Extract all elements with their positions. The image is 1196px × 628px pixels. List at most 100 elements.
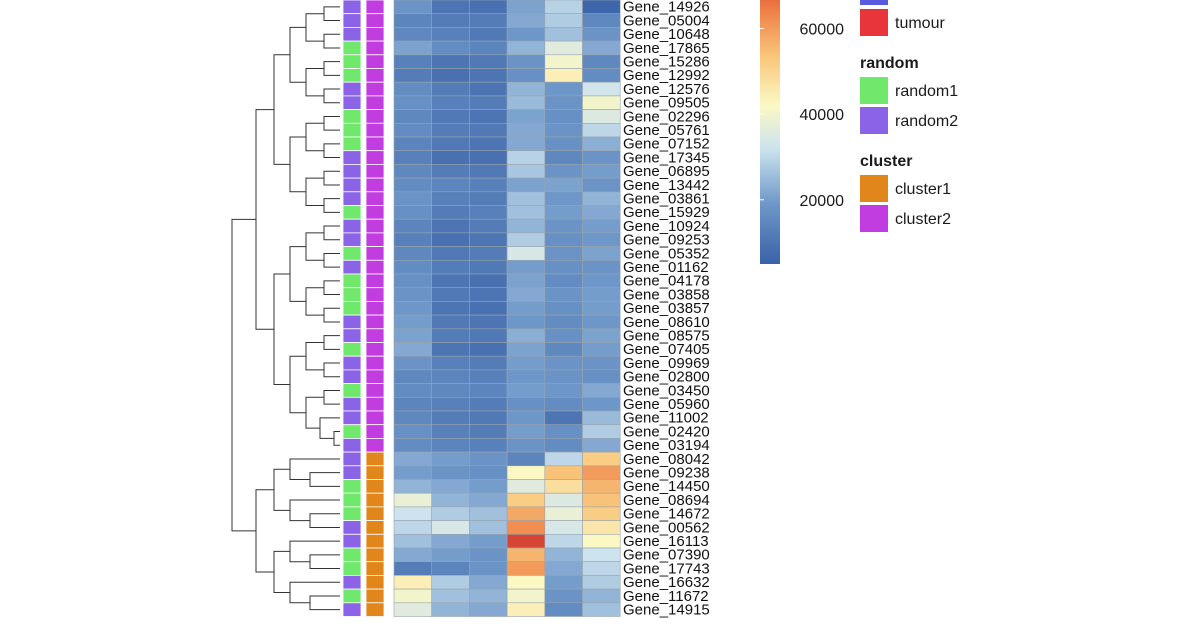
dendrogram-branch: [309, 554, 340, 570]
heatmap-cell: [431, 410, 470, 425]
heatmap-cell: [506, 465, 546, 480]
heatmap-cell: [431, 191, 470, 206]
heatmap-cell: [469, 232, 508, 247]
dendrogram-branch: [305, 342, 324, 371]
random-annotation-cell: [342, 150, 362, 165]
dendrogram-branch: [289, 540, 340, 563]
heatmap-cell: [544, 383, 583, 398]
gene-label: Gene_08575: [623, 328, 710, 345]
gene-label: Gene_03857: [623, 300, 710, 317]
heatmap-cell: [469, 54, 508, 69]
heatmap-cell: [469, 451, 508, 467]
heatmap-cell: [431, 533, 470, 549]
heatmap-cell: [469, 68, 508, 83]
cluster-annotation-cell: [365, 506, 385, 521]
dendrogram-branch: [323, 335, 340, 350]
random-annotation-cell: [342, 246, 362, 261]
heatmap-cell: [544, 328, 583, 343]
heatmap-cell: [393, 396, 433, 412]
heatmap-cell: [469, 205, 508, 220]
heatmap-cell: [431, 588, 470, 604]
heatmap-cell: [582, 13, 621, 28]
heatmap-cell: [393, 451, 433, 467]
gene-label: Gene_08042: [623, 451, 710, 468]
legend-title: cluster: [860, 153, 912, 170]
heatmap-cell: [544, 301, 583, 316]
heatmap-cell: [582, 520, 621, 535]
heatmap-cell: [506, 328, 546, 343]
heatmap-cell: [469, 123, 508, 138]
heatmap-cell: [582, 602, 621, 617]
heatmap-cell: [582, 27, 621, 42]
heatmap-cell: [582, 533, 621, 549]
heatmap-cell: [582, 81, 621, 97]
heatmap-cell: [469, 177, 508, 193]
heatmap-cell: [506, 109, 546, 124]
heatmap-cell: [544, 164, 583, 179]
heatmap-cell: [544, 218, 583, 234]
random-annotation-column: [342, 0, 362, 617]
random-annotation-cell: [342, 465, 362, 480]
heatmap-cell: [431, 396, 470, 412]
heatmap-cell: [506, 588, 546, 604]
heatmap-cell: [431, 27, 470, 42]
heatmap-cell: [393, 602, 433, 617]
dendrogram-branch: [323, 33, 340, 49]
heatmap-cell: [393, 506, 433, 521]
heatmap-cell: [393, 0, 433, 14]
heatmap-cell: [506, 520, 546, 535]
heatmap-cell: [582, 109, 621, 124]
heatmap-cell: [469, 355, 508, 371]
dendrogram-branch: [323, 280, 340, 296]
heatmap-cell: [431, 602, 470, 617]
heatmap-cell: [582, 465, 621, 480]
heatmap-cell: [393, 40, 433, 56]
heatmap-cell: [544, 287, 583, 302]
heatmap-cell: [544, 40, 583, 56]
heatmap-cell: [431, 0, 470, 14]
dendrogram-branch: [323, 307, 340, 323]
heatmap-cell: [469, 314, 508, 330]
heatmap-cell: [431, 479, 470, 494]
gene-label: Gene_06895: [623, 163, 710, 180]
gene-label: Gene_11672: [623, 588, 709, 605]
heatmap-cell: [431, 13, 470, 28]
heatmap-cell: [431, 424, 470, 439]
random-annotation-cell: [342, 273, 362, 289]
heatmap-cell: [544, 68, 583, 83]
cluster-annotation-cell: [365, 273, 385, 289]
gene-label: Gene_17743: [623, 560, 710, 577]
heatmap-cell: [582, 191, 621, 206]
heatmap-cell: [393, 81, 433, 97]
random-annotation-cell: [342, 232, 362, 247]
heatmap-cell: [582, 164, 621, 179]
dendrogram-branch: [323, 198, 340, 213]
legend-label: random1: [895, 83, 958, 100]
gene-label: Gene_10924: [623, 218, 710, 235]
heatmap-cell: [393, 164, 433, 179]
heatmap-cell: [469, 301, 508, 316]
gene-label: Gene_09253: [623, 232, 710, 249]
cluster-annotation-cell: [365, 424, 385, 439]
heatmap-cell: [544, 314, 583, 330]
dendrogram-branch: [323, 6, 340, 22]
cluster-annotation-cell: [365, 602, 385, 617]
dendrogram-branch: [319, 417, 340, 439]
cluster-annotation-cell: [365, 81, 385, 97]
cluster-annotation-cell: [365, 575, 385, 590]
heatmap-cell: [431, 492, 470, 508]
random-annotation-cell: [342, 109, 362, 124]
heatmap-cell: [469, 506, 508, 521]
random-annotation-cell: [342, 259, 362, 275]
heatmap-cell: [506, 205, 546, 220]
gene-label: Gene_12992: [623, 67, 710, 84]
cluster-annotation-cell: [365, 13, 385, 28]
heatmap-cell: [544, 506, 583, 521]
heatmap-cell: [431, 342, 470, 357]
heatmap-cell: [469, 342, 508, 357]
cluster-annotation-cell: [365, 122, 385, 138]
heatmap-cell: [431, 123, 470, 138]
heatmap-cell: [506, 177, 546, 193]
gene-label: Gene_14915: [623, 602, 710, 619]
gene-label: Gene_17345: [623, 149, 710, 166]
